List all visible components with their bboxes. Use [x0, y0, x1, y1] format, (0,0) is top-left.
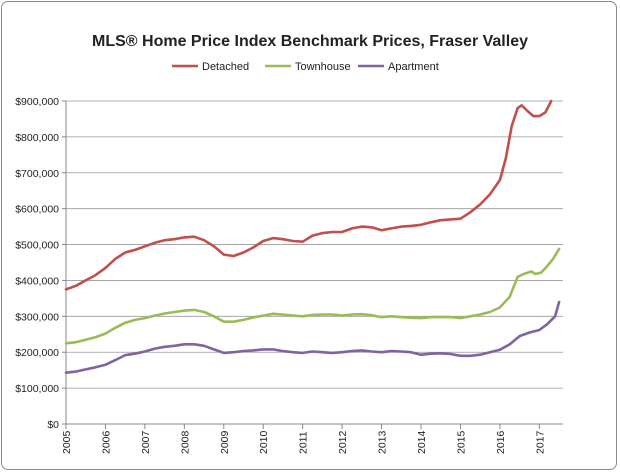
- legend-label: Townhouse: [295, 61, 351, 73]
- legend: Detached Townhouse Apartment: [172, 61, 439, 73]
- x-tick-label: 2008: [179, 430, 191, 454]
- x-tick-label: 2017: [534, 430, 546, 454]
- y-tick-label: $400,000: [15, 275, 59, 287]
- x-tick-label: 2016: [495, 430, 507, 454]
- x-tick-label: 2014: [416, 430, 428, 454]
- x-tick-label: 2007: [140, 430, 152, 454]
- legend-label: Apartment: [388, 61, 439, 73]
- y-tick-label: $700,000: [15, 168, 59, 180]
- y-tick-label: $100,000: [15, 383, 59, 395]
- x-axis-tick-labels: 2005 2006 2007 2008 2009 2010 2011 2012 2013 2014…: [61, 430, 546, 454]
- y-tick-label: $800,000: [15, 132, 59, 144]
- series-line-apartment: [64, 300, 561, 374]
- x-tick-label: 2006: [100, 430, 112, 454]
- x-tick-label: 2011: [298, 431, 310, 454]
- series-line-townhouse: [64, 247, 561, 345]
- x-tick-label: 2010: [258, 430, 270, 454]
- x-tick-label: 2012: [337, 430, 349, 454]
- x-tick-label: 2005: [61, 430, 73, 454]
- series-lines: [64, 99, 561, 374]
- y-tick-label: $900,000: [15, 96, 59, 108]
- chart-title: MLS® Home Price Index Benchmark Prices, …: [92, 33, 528, 50]
- legend-label: Detached: [202, 61, 249, 73]
- series-line-detached: [64, 99, 553, 291]
- y-tick-label: $200,000: [15, 347, 59, 359]
- y-axis-tick-labels: $0 $100,000 $200,000 $300,000 $400,000 $500,0…: [15, 96, 59, 431]
- gridlines: [66, 100, 563, 389]
- y-tick-label: $300,000: [15, 311, 59, 323]
- y-tick-label: $600,000: [15, 204, 59, 216]
- x-tick-label: 2015: [455, 430, 467, 454]
- y-tick-label: $0: [47, 419, 59, 431]
- x-tick-label: 2013: [377, 430, 389, 454]
- y-tick-label: $500,000: [15, 240, 59, 252]
- axes: [62, 100, 563, 429]
- x-tick-label: 2009: [219, 430, 231, 454]
